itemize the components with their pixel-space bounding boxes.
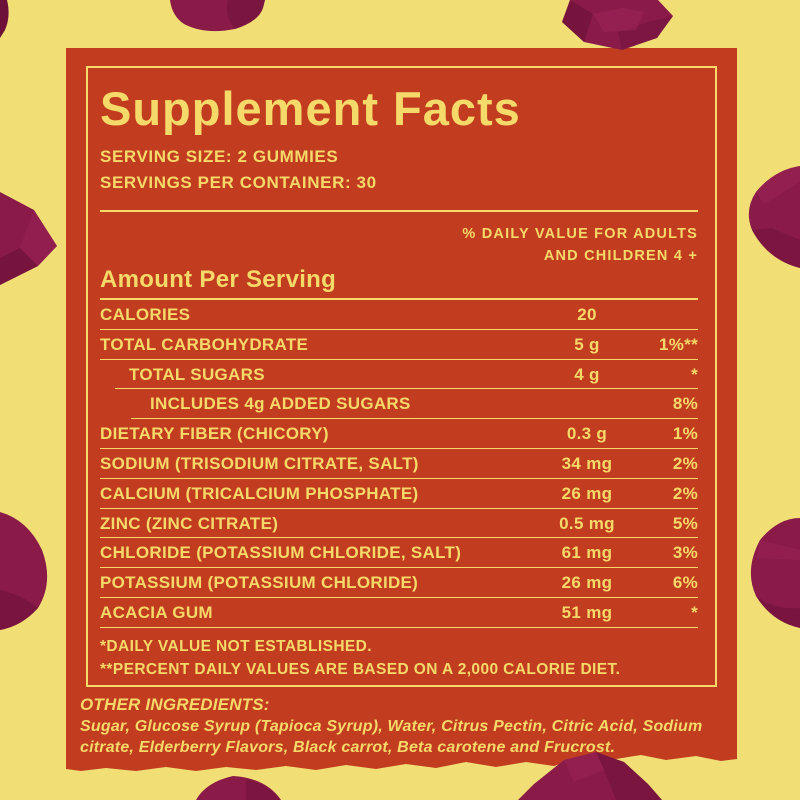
nutrient-name: CALCIUM (TRICALCIUM PHOSPHATE) xyxy=(100,483,419,503)
nutrient-name: ZINC (ZINC CITRATE) xyxy=(100,513,279,533)
nutrient-name: ACACIA GUM xyxy=(100,602,213,622)
gummy-shape-bottom-left xyxy=(0,512,48,630)
nutrient-amount: 4 g xyxy=(574,364,600,384)
divider-top xyxy=(100,210,698,212)
nutrient-dv: * xyxy=(691,364,698,384)
supplement-facts-panel: Supplement Facts SERVING SIZE: 2 GUMMIES… xyxy=(66,48,737,771)
nutrient-amount: 34 mg xyxy=(561,453,613,473)
amount-per-serving-heading: Amount Per Serving xyxy=(100,266,337,293)
nutrient-dv: 1% xyxy=(672,424,698,444)
nutrient-dv: 5% xyxy=(672,513,698,533)
table-row: CALCIUM (TRICALCIUM PHOSPHATE) 26 mg 2% xyxy=(100,479,698,509)
table-row: DIETARY FIBER (CHICORY) 0.3 g 1% xyxy=(100,419,698,449)
daily-value-header-line2: AND CHILDREN 4 + xyxy=(543,248,698,264)
table-row: ACACIA GUM 51 mg * xyxy=(100,598,698,628)
nutrient-dv: * xyxy=(691,602,698,622)
nutrient-name: INCLUDES 4g ADDED SUGARS xyxy=(150,394,411,414)
nutrient-amount: 5 g xyxy=(574,334,600,354)
servings-per-container: SERVINGS PER CONTAINER: 30 xyxy=(100,173,377,192)
table-row: TOTAL SUGARS 4 g * xyxy=(115,360,698,390)
nutrient-name: CALORIES xyxy=(100,305,191,324)
table-row: CHLORIDE (POTASSIUM CHLORIDE, SALT) 61 m… xyxy=(100,538,698,569)
nutrient-name: POTASSIUM (POTASSIUM CHLORIDE) xyxy=(100,573,419,593)
table-row: INCLUDES 4g ADDED SUGARS 8% xyxy=(131,389,698,420)
nutrient-amount: 26 mg xyxy=(561,483,613,503)
nutrient-dv: 2% xyxy=(672,483,698,503)
nutrient-amount: 61 mg xyxy=(561,543,613,563)
daily-value-header-line1: % DAILY VALUE FOR ADULTS xyxy=(462,226,698,242)
nutrient-amount: 20 xyxy=(577,305,597,324)
gummy-shape-bottom-center-left xyxy=(196,776,281,800)
table-row: TOTAL CARBOHYDRATE 5 g 1%** xyxy=(100,330,698,360)
nutrient-name: CHLORIDE (POTASSIUM CHLORIDE, SALT) xyxy=(100,543,462,563)
nutrition-table: CALORIES 20 TOTAL CARBOHYDRATE 5 g 1%** … xyxy=(100,300,698,628)
nutrient-name: TOTAL SUGARS xyxy=(129,364,265,384)
nutrient-amount: 26 mg xyxy=(561,573,613,593)
nutrient-name: SODIUM (TRISODIUM CITRATE, SALT) xyxy=(100,453,419,473)
table-row: ZINC (ZINC CITRATE) 0.5 mg 5% xyxy=(100,509,698,539)
nutrient-amount: 0.5 mg xyxy=(559,513,615,533)
daily-value-header: % DAILY VALUE FOR ADULTS AND CHILDREN 4 … xyxy=(462,223,698,267)
table-row: SODIUM (TRISODIUM CITRATE, SALT) 34 mg 2… xyxy=(100,449,698,479)
gummy-shape-right-lower xyxy=(750,518,800,628)
footnote-percent-dv: **PERCENT DAILY VALUES ARE BASED ON A 2,… xyxy=(100,660,621,678)
label-title: Supplement Facts xyxy=(100,82,521,135)
nutrient-amount: 51 mg xyxy=(561,602,613,622)
nutrient-dv: 2% xyxy=(672,453,698,473)
other-ingredients-section: OTHER INGREDIENTS: Sugar, Glucose Syrup … xyxy=(80,694,732,759)
gummy-shape-right xyxy=(748,166,800,268)
table-row: CALORIES 20 xyxy=(100,300,698,330)
nutrient-dv: 8% xyxy=(672,394,698,414)
nutrient-dv: 6% xyxy=(672,573,698,593)
gummy-shape-top-left-sliver xyxy=(0,0,9,38)
gummy-shape-left xyxy=(0,192,57,285)
table-row: POTASSIUM (POTASSIUM CHLORIDE) 26 mg 6% xyxy=(100,568,698,598)
serving-size: SERVING SIZE: 2 GUMMIES xyxy=(100,147,339,166)
nutrient-name: TOTAL CARBOHYDRATE xyxy=(100,334,309,354)
nutrient-dv: 3% xyxy=(672,543,698,563)
facts-border-box: Supplement Facts SERVING SIZE: 2 GUMMIES… xyxy=(86,66,717,687)
nutrient-name: DIETARY FIBER (CHICORY) xyxy=(100,424,329,444)
other-ingredients-text: Sugar, Glucose Syrup (Tapioca Syrup), Wa… xyxy=(80,717,703,757)
divider-header xyxy=(100,298,698,300)
other-ingredients-label: OTHER INGREDIENTS: xyxy=(80,695,270,714)
nutrient-dv: 1%** xyxy=(658,334,698,354)
footnote-daily-value: *DAILY VALUE NOT ESTABLISHED. xyxy=(100,637,372,655)
nutrient-amount: 0.3 g xyxy=(566,424,608,444)
gummy-shape-top-center xyxy=(562,0,673,50)
gummy-shape-top-left xyxy=(170,0,265,32)
